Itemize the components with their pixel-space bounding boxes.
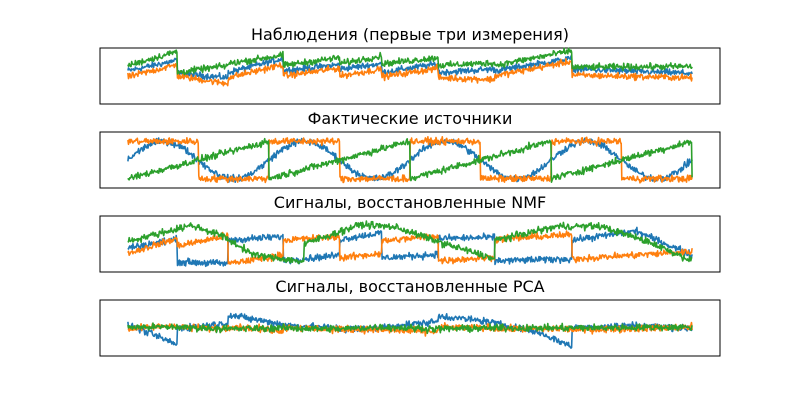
panel-title: Фактические источники — [308, 109, 513, 128]
panel-title: Наблюдения (первые три измерения) — [251, 25, 569, 44]
axes-frame — [99, 215, 721, 273]
panel-observations: Наблюдения (первые три измерения) — [99, 25, 721, 105]
series-layer — [127, 47, 693, 87]
series-line-3 — [127, 47, 693, 76]
panel-title: Сигналы, восстановленные NMF — [274, 193, 546, 212]
series-line-3 — [127, 220, 693, 265]
panel-title: Сигналы, восстановленные PCA — [275, 277, 544, 296]
axes-frame — [99, 47, 721, 105]
axes-frame — [99, 299, 721, 357]
axes-frame — [99, 131, 721, 189]
series-line-3 — [127, 322, 693, 335]
series-layer — [127, 136, 693, 184]
panel-true-sources: Фактические источники — [99, 109, 721, 189]
series-layer — [127, 220, 693, 268]
series-line-3 — [127, 137, 693, 183]
panel-pca-signals: Сигналы, восстановленные PCA — [99, 277, 721, 357]
series-layer — [127, 312, 693, 349]
series-line-1 — [127, 54, 693, 81]
series-line-1 — [127, 226, 693, 268]
panel-nmf-signals: Сигналы, восстановленные NMF — [99, 193, 721, 273]
series-line-2 — [127, 57, 693, 87]
